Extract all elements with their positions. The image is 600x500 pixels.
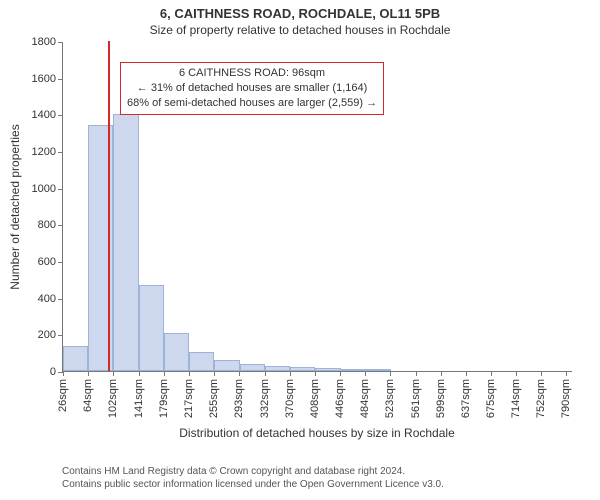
x-tick-label: 102sqm bbox=[107, 379, 119, 418]
x-tick bbox=[315, 371, 316, 376]
y-tick-label: 1200 bbox=[32, 146, 63, 158]
x-tick bbox=[441, 371, 442, 376]
x-tick-label: 714sqm bbox=[510, 379, 522, 418]
x-tick bbox=[63, 371, 64, 376]
x-tick-label: 599sqm bbox=[435, 379, 447, 418]
x-tick bbox=[139, 371, 140, 376]
y-tick-label: 600 bbox=[38, 256, 63, 268]
histogram-bar bbox=[366, 369, 391, 371]
x-tick-label: 675sqm bbox=[485, 379, 497, 418]
y-axis-label: Number of detached properties bbox=[8, 124, 22, 289]
x-axis-label: Distribution of detached houses by size … bbox=[179, 426, 455, 440]
x-tick bbox=[340, 371, 341, 376]
x-tick-label: 332sqm bbox=[259, 379, 271, 418]
x-tick-label: 293sqm bbox=[233, 379, 245, 418]
footer-line-2: Contains public sector information licen… bbox=[62, 478, 444, 491]
chart-subtitle: Size of property relative to detached ho… bbox=[0, 21, 600, 37]
y-tick-label: 800 bbox=[38, 219, 63, 231]
histogram-bar bbox=[240, 364, 265, 371]
y-tick-label: 400 bbox=[38, 293, 63, 305]
annotation-line-1: 6 CAITHNESS ROAD: 96sqm bbox=[127, 66, 377, 81]
y-tick-label: 1400 bbox=[32, 109, 63, 121]
x-tick-label: 64sqm bbox=[82, 379, 94, 412]
histogram-bar bbox=[139, 285, 164, 371]
histogram-bar bbox=[315, 368, 340, 371]
x-tick-label: 217sqm bbox=[183, 379, 195, 418]
x-tick-label: 26sqm bbox=[57, 379, 69, 412]
y-tick-label: 1000 bbox=[32, 183, 63, 195]
x-tick bbox=[265, 371, 266, 376]
x-tick-label: 179sqm bbox=[158, 379, 170, 418]
x-tick bbox=[416, 371, 417, 376]
chart-title: 6, CAITHNESS ROAD, ROCHDALE, OL11 5PB bbox=[0, 0, 600, 21]
histogram-bar bbox=[63, 346, 88, 371]
y-tick-label: 0 bbox=[50, 366, 63, 378]
histogram-bar bbox=[164, 333, 189, 372]
x-tick bbox=[189, 371, 190, 376]
x-tick bbox=[88, 371, 89, 376]
x-tick-label: 141sqm bbox=[133, 379, 145, 418]
footer-attribution: Contains HM Land Registry data © Crown c… bbox=[62, 465, 444, 491]
y-tick-label: 1800 bbox=[32, 36, 63, 48]
x-tick-label: 408sqm bbox=[309, 379, 321, 418]
annotation-line-3: 68% of semi-detached houses are larger (… bbox=[127, 96, 377, 111]
x-tick-label: 790sqm bbox=[560, 379, 572, 418]
x-tick bbox=[390, 371, 391, 376]
histogram-bar bbox=[214, 360, 239, 371]
x-tick-label: 446sqm bbox=[334, 379, 346, 418]
x-tick bbox=[566, 371, 567, 376]
x-tick bbox=[541, 371, 542, 376]
histogram-bar bbox=[113, 114, 138, 371]
x-tick bbox=[290, 371, 291, 376]
x-tick-label: 484sqm bbox=[359, 379, 371, 418]
footer-line-1: Contains HM Land Registry data © Crown c… bbox=[62, 465, 444, 478]
x-tick-label: 255sqm bbox=[208, 379, 220, 418]
x-tick-label: 561sqm bbox=[410, 379, 422, 418]
y-tick-label: 200 bbox=[38, 329, 63, 341]
x-tick bbox=[164, 371, 165, 376]
x-tick bbox=[239, 371, 240, 376]
histogram-bar bbox=[290, 367, 315, 371]
histogram-bar bbox=[341, 369, 366, 371]
x-tick-label: 370sqm bbox=[284, 379, 296, 418]
x-tick bbox=[365, 371, 366, 376]
histogram-bar bbox=[265, 366, 290, 371]
annotation-line-2: ← 31% of detached houses are smaller (1,… bbox=[127, 81, 377, 96]
chart-container: 6, CAITHNESS ROAD, ROCHDALE, OL11 5PB Si… bbox=[0, 0, 600, 500]
x-tick bbox=[516, 371, 517, 376]
annotation-box: 6 CAITHNESS ROAD: 96sqm ← 31% of detache… bbox=[120, 62, 384, 115]
y-tick-label: 1600 bbox=[32, 73, 63, 85]
x-tick-label: 637sqm bbox=[460, 379, 472, 418]
property-marker-line bbox=[108, 41, 110, 371]
x-tick bbox=[466, 371, 467, 376]
histogram-bar bbox=[189, 352, 214, 371]
x-tick bbox=[113, 371, 114, 376]
x-tick-label: 523sqm bbox=[384, 379, 396, 418]
x-tick bbox=[491, 371, 492, 376]
x-tick bbox=[214, 371, 215, 376]
x-tick-label: 752sqm bbox=[535, 379, 547, 418]
